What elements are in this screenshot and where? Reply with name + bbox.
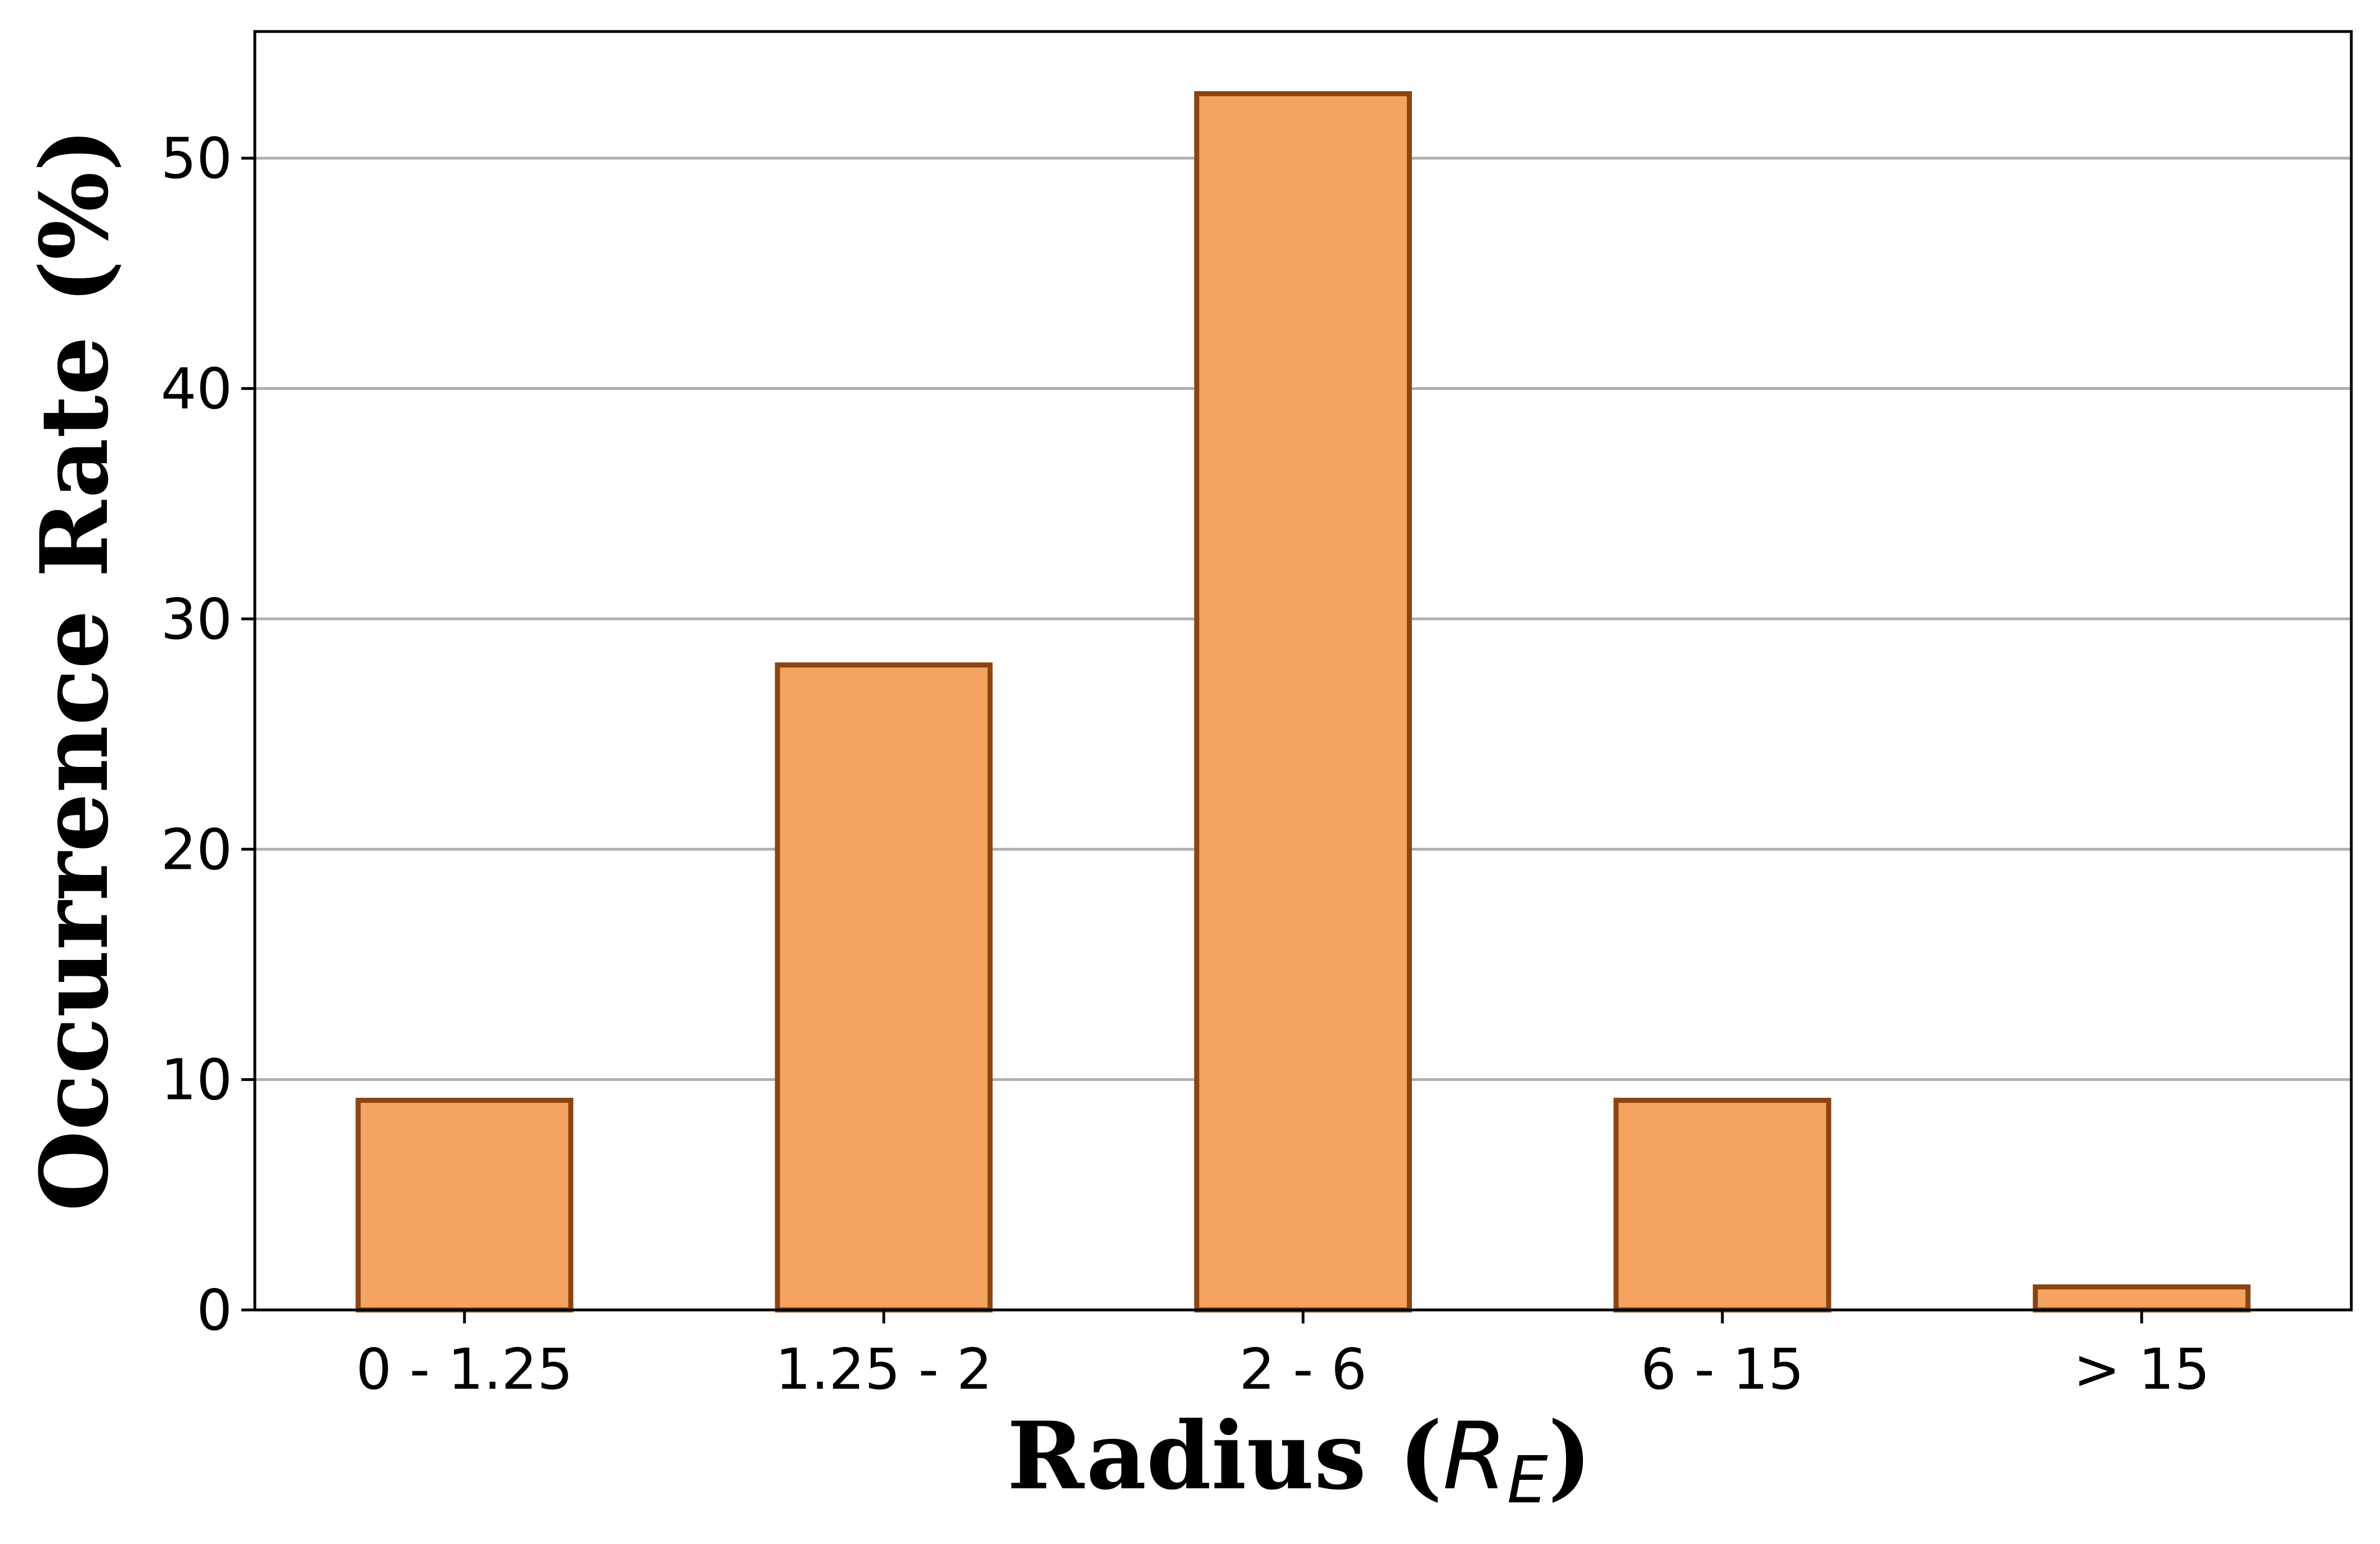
bar bbox=[775, 662, 993, 1313]
y-axis-title: Occurrence Rate (%) bbox=[20, 128, 129, 1211]
x-axis-unit-symbol: R bbox=[1442, 1402, 1507, 1510]
x-tick-label: 6 - 15 bbox=[1641, 1336, 1805, 1402]
x-axis-title-text: Radius bbox=[1007, 1401, 1366, 1510]
y-tick-label: 0 bbox=[196, 1277, 232, 1343]
bar bbox=[356, 1097, 574, 1313]
y-tick-label: 10 bbox=[161, 1047, 232, 1113]
y-tick-label: 50 bbox=[161, 125, 232, 191]
y-tick-label: 40 bbox=[161, 356, 232, 422]
bar bbox=[2032, 1284, 2251, 1313]
y-tick-label: 30 bbox=[161, 586, 232, 652]
x-axis-ticks: 0 - 1.25 1.25 - 2 2 - 6 6 - 15 > 15 bbox=[356, 1310, 2210, 1402]
bar bbox=[1194, 91, 1412, 1313]
y-tick-label: 20 bbox=[161, 816, 232, 882]
x-tick-label: > 15 bbox=[2073, 1336, 2210, 1402]
bars bbox=[356, 91, 2251, 1313]
bar bbox=[1613, 1097, 1832, 1313]
x-tick-label: 2 - 6 bbox=[1239, 1336, 1367, 1402]
x-axis-unit-subscript: E bbox=[1507, 1443, 1548, 1518]
x-axis-title: Radius (RE) bbox=[1007, 1401, 1592, 1518]
x-tick-label: 0 - 1.25 bbox=[356, 1336, 573, 1402]
y-axis-ticks: 0 10 20 30 40 50 bbox=[161, 125, 255, 1343]
x-tick-label: 1.25 - 2 bbox=[775, 1336, 992, 1402]
